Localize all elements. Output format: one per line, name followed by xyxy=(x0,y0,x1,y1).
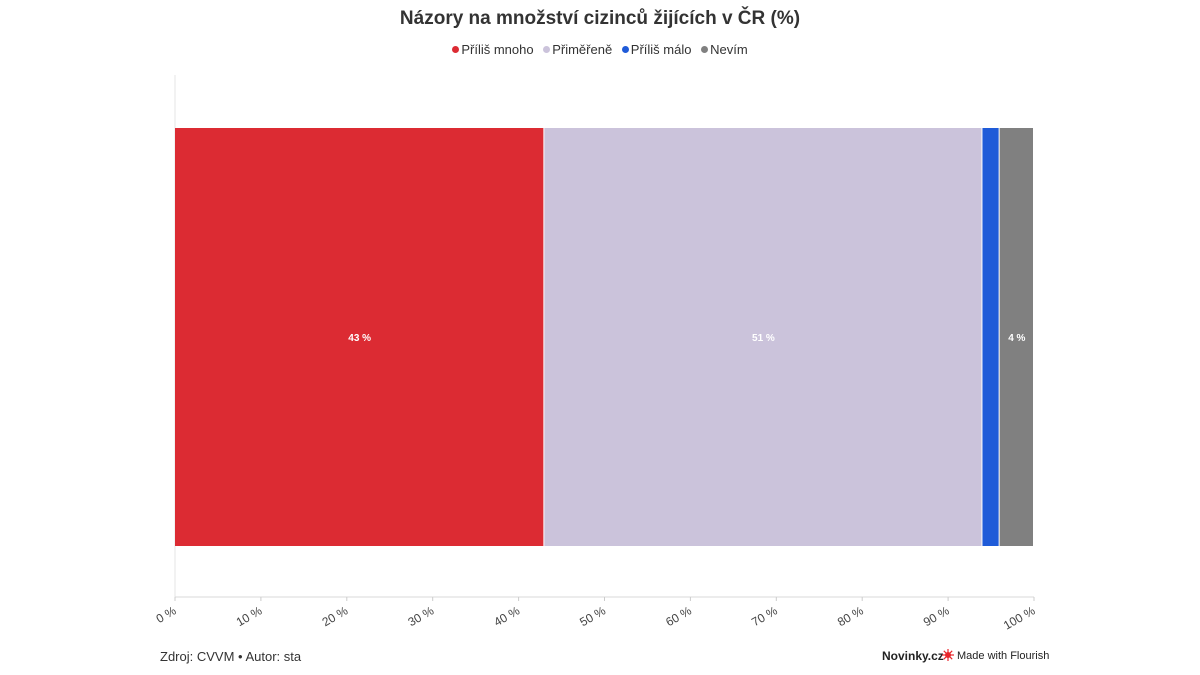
legend-label: Příliš málo xyxy=(630,42,692,57)
legend-dot-icon xyxy=(543,46,551,53)
legend-dot-icon xyxy=(701,46,709,53)
x-tick-label-0: 0 % xyxy=(154,603,179,626)
legend-label: Příliš mnoho xyxy=(461,42,534,57)
x-axis-ticks: 0 % 10 % 20 % 30 % 40 % 50 % 60 % 70 % 80 % 90 % 1… xyxy=(154,597,1038,633)
x-tick-label-7: 70 % xyxy=(749,603,780,629)
bar-segment-0[interactable] xyxy=(175,128,544,546)
x-tick-label-10: 100 % xyxy=(1001,603,1038,632)
x-tick-label-5: 50 % xyxy=(577,603,608,629)
legend-item-prilis-mnoho[interactable]: Příliš mnoho xyxy=(452,42,534,57)
source-note: Zdroj: CVVM • Autor: sta xyxy=(160,649,302,664)
made-with-flourish-link[interactable]: Made with Flourish xyxy=(942,649,1049,662)
legend-dot-icon xyxy=(621,46,629,53)
data-label-3: 4 % xyxy=(1008,333,1025,344)
brand-logo[interactable]: Novinky.cz xyxy=(882,649,944,663)
x-tick-label-1: 10 % xyxy=(234,603,265,629)
x-tick-label-9: 90 % xyxy=(921,603,952,629)
data-label-0: 43 % xyxy=(348,333,371,344)
chart-data-labels: 43 % 51 % 4 % xyxy=(348,333,1025,344)
x-tick-label-3: 30 % xyxy=(406,603,437,629)
chart-title: Názory na množství cizinců žijících v ČR… xyxy=(399,8,801,29)
x-tick-label-2: 20 % xyxy=(320,603,351,629)
x-tick-label-4: 40 % xyxy=(491,603,522,629)
legend-label: Přiměřeně xyxy=(552,42,613,57)
legend-label: Nevím xyxy=(710,42,748,57)
legend-item-prilis-malo[interactable]: Příliš málo xyxy=(621,42,692,57)
data-label-1: 51 % xyxy=(752,333,775,344)
x-tick-label-8: 80 % xyxy=(835,603,866,629)
bar-segment-1[interactable] xyxy=(544,128,982,546)
bar-segment-2[interactable] xyxy=(982,128,999,546)
legend-item-primerene[interactable]: Přiměřeně xyxy=(543,42,612,57)
legend-dot-icon xyxy=(452,46,460,53)
legend-item-nevim[interactable]: Nevím xyxy=(701,42,748,57)
x-tick-label-6: 60 % xyxy=(663,603,694,629)
flourish-logo-icon xyxy=(942,649,954,661)
chart-bars xyxy=(175,128,1033,546)
bar-segment-3[interactable] xyxy=(999,128,1033,546)
made-with-flourish-label: Made with Flourish xyxy=(957,650,1050,662)
legend: Příliš mnoho Přiměřeně Příliš málo Nevím xyxy=(0,42,1200,57)
